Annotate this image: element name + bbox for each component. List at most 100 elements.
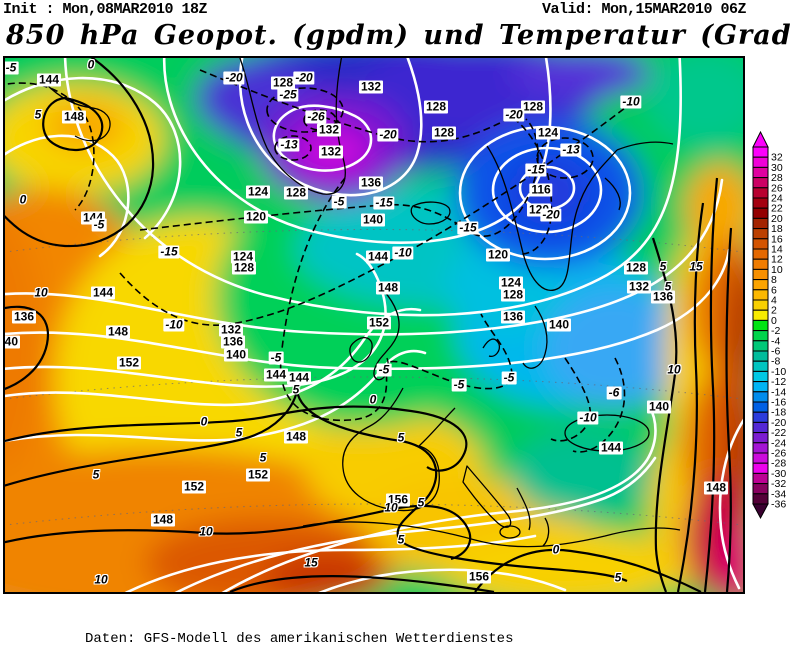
temperature-contour-label: 0: [369, 392, 377, 407]
colorbar-cell: [752, 340, 769, 352]
temperature-contour-label: 5: [397, 430, 405, 445]
colorbar-tick-label: -2: [771, 325, 780, 337]
temperature-contour-label: 15: [689, 259, 703, 274]
temperature-contour-label: -10: [392, 245, 414, 260]
colorbar-tick-label: -24: [771, 437, 786, 449]
colorbar-tick-label: 22: [771, 203, 783, 215]
height-contour-label: 152: [181, 479, 207, 494]
colorbar-cell: [752, 309, 769, 321]
height-contour-label: 128: [431, 125, 457, 140]
colorbar-tick-label: 28: [771, 172, 783, 184]
colorbar-cell: [752, 166, 769, 179]
height-contour-label: 144: [263, 367, 289, 382]
colorbar-tick-label: 0: [771, 315, 777, 327]
temperature-contour-label: 15: [304, 555, 318, 570]
temperature-contour-label: -20: [293, 70, 315, 85]
temperature-contour-label: -5: [331, 194, 347, 209]
colorbar-cell: [752, 217, 769, 230]
height-contour-label: 144: [365, 249, 391, 264]
colorbar-cell: [752, 421, 769, 434]
temperature-contour-label: 10: [384, 500, 398, 515]
height-contour-label: 132: [318, 144, 344, 159]
temperature-contour-label: 10: [667, 362, 681, 377]
colorbar-tick-label: -14: [771, 386, 786, 398]
temperature-contour-label: -13: [278, 137, 300, 152]
colorbar-cell: [752, 472, 769, 485]
height-contour-label: 152: [245, 467, 271, 482]
height-contour-label: 128: [623, 260, 649, 275]
height-contour-label: 140: [646, 399, 672, 414]
weather-map: 116 120 120 120 124 124 124 124 128 128 128 128 128 1…: [3, 56, 745, 594]
height-contour-label: 140: [5, 335, 21, 349]
temperature-contour-label: 5: [614, 570, 622, 585]
colorbar-cell: [752, 279, 769, 291]
colorbar-cell: [752, 442, 769, 454]
colorbar-cell: [752, 432, 769, 444]
temperature-contour-label: -20: [503, 107, 525, 122]
height-contour-label: 128: [283, 185, 309, 200]
height-contour-label: 148: [375, 280, 401, 295]
temperature-contour-label: 5: [659, 259, 667, 274]
temperature-contour-label: -15: [525, 162, 547, 177]
height-contour-label: 148: [703, 480, 729, 495]
height-contour-label: 136: [500, 309, 526, 324]
height-contour-label: 148: [61, 109, 87, 124]
geopotential-contours: [5, 58, 743, 592]
temperature-contour-label: -15: [373, 195, 395, 210]
height-contour-label: 140: [223, 347, 249, 362]
temperature-contour-label: 0: [19, 192, 27, 207]
colorbar-cell: [752, 228, 769, 240]
colorbar-tick-label: -34: [771, 488, 786, 500]
height-contour-label: 136: [358, 175, 384, 190]
temperature-contour-label: -5: [91, 217, 107, 232]
height-contour-label: 124: [498, 275, 524, 290]
colorbar-arrow-up-icon: [752, 130, 769, 148]
map-graphics: [5, 58, 743, 592]
colorbar-tick-label: 30: [771, 162, 783, 174]
height-contour-label: 148: [105, 324, 131, 339]
height-contour-label: 148: [150, 512, 176, 527]
colorbar-cell: [752, 299, 769, 311]
height-contour-label: 120: [243, 209, 269, 224]
colorbar: 32 30 28 26 24 22 20 18 16 14 12 10 8 6 4 2 0 -2 -4 -6 -8 -10…: [752, 130, 790, 522]
colorbar-cell: [752, 177, 769, 189]
height-contour-label: 156: [385, 492, 411, 507]
colorbar-cell: [752, 258, 769, 270]
colorbar-cell: [752, 462, 769, 474]
height-contour-label: 144: [90, 285, 116, 300]
temperature-contour-label: 5: [397, 532, 405, 547]
colorbar-tick-label: -16: [771, 397, 786, 409]
colorbar-tick-label: 16: [771, 233, 783, 245]
temperature-contour-label: 10: [94, 572, 108, 587]
temperature-contour-label: -20: [377, 127, 399, 142]
height-contour-label: 132: [218, 322, 244, 337]
temperature-contour-label: -15: [457, 220, 479, 235]
height-contour-label: 124: [535, 125, 561, 140]
temperature-contour-label: -13: [560, 142, 582, 157]
height-contour-label: 120: [485, 247, 511, 262]
colorbar-cell: [752, 483, 769, 495]
temperature-field: [5, 58, 743, 592]
height-contour-label: 128: [270, 75, 296, 90]
colorbar-cell: [752, 330, 769, 342]
colorbar-cell: [752, 411, 769, 423]
colorbar-cell: [752, 146, 769, 158]
colorbar-tick-label: -26: [771, 448, 786, 460]
height-contour-label: 136: [220, 334, 246, 349]
init-time-label: Init : Mon,08MAR2010 18Z: [3, 1, 208, 18]
height-contour-label: 124: [230, 249, 256, 264]
colorbar-tick-label: 4: [771, 295, 777, 307]
height-contour-label: 132: [626, 279, 652, 294]
colorbar-cell: [752, 207, 769, 219]
colorbar-cell: [752, 319, 769, 332]
height-contour-label: 128: [423, 99, 449, 114]
colorbar-tick-label: 26: [771, 182, 783, 194]
colorbar-tick-label: -28: [771, 458, 786, 470]
colorbar-tick-label: -4: [771, 335, 780, 347]
colorbar-tick-label: -20: [771, 417, 786, 429]
height-contour-label: 128: [520, 99, 546, 114]
height-contour-label: 128: [500, 287, 526, 302]
height-contour-label: 132: [358, 79, 384, 94]
temperature-contour-label: -25: [277, 87, 299, 102]
